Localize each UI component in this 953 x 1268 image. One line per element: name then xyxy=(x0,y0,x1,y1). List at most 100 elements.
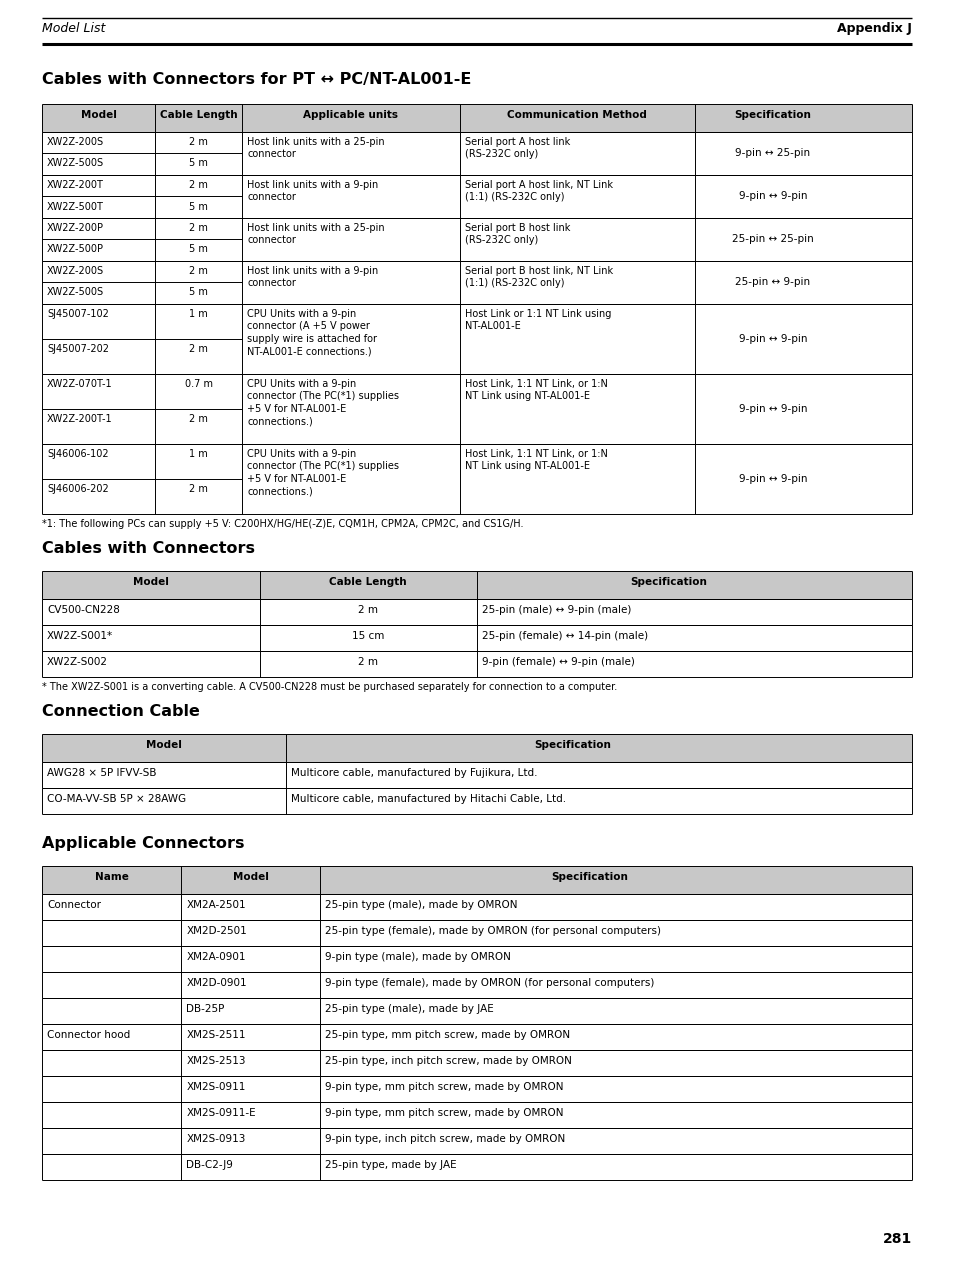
Text: *1: The following PCs can supply +5 V: C200HX/HG/HE(-Z)E, CQM1H, CPM2A, CPM2C, a: *1: The following PCs can supply +5 V: C… xyxy=(42,519,523,529)
Text: 25-pin type, made by JAE: 25-pin type, made by JAE xyxy=(325,1160,456,1170)
Text: Applicable Connectors: Applicable Connectors xyxy=(42,836,244,851)
Bar xyxy=(42,444,911,514)
Bar xyxy=(42,1025,911,1050)
Text: Serial port B host link
(RS-232C only): Serial port B host link (RS-232C only) xyxy=(464,223,569,246)
Bar xyxy=(42,1077,911,1102)
Text: Model: Model xyxy=(233,872,269,883)
Text: XW2Z-200S: XW2Z-200S xyxy=(47,266,104,276)
Text: 9-pin ↔ 9-pin: 9-pin ↔ 9-pin xyxy=(738,404,806,413)
Text: 5 m: 5 m xyxy=(189,288,208,298)
Bar xyxy=(42,973,911,998)
Text: Cable Length: Cable Length xyxy=(329,577,407,587)
Text: XM2S-0911: XM2S-0911 xyxy=(186,1082,245,1092)
Text: XM2A-0901: XM2A-0901 xyxy=(186,952,246,962)
Bar xyxy=(42,374,911,444)
Text: Serial port B host link, NT Link
(1:1) (RS-232C only): Serial port B host link, NT Link (1:1) (… xyxy=(464,266,612,288)
Text: Specification: Specification xyxy=(629,577,706,587)
Text: Serial port A host link, NT Link
(1:1) (RS-232C only): Serial port A host link, NT Link (1:1) (… xyxy=(464,180,612,203)
Text: Cables with Connectors: Cables with Connectors xyxy=(42,541,254,555)
Bar xyxy=(42,571,911,598)
Text: AWG28 × 5P IFVV-SB: AWG28 × 5P IFVV-SB xyxy=(47,768,156,779)
Text: Applicable units: Applicable units xyxy=(303,110,398,120)
Text: SJ45007-202: SJ45007-202 xyxy=(47,344,109,354)
Text: Multicore cable, manufactured by Fujikura, Ltd.: Multicore cable, manufactured by Fujikur… xyxy=(291,768,537,779)
Text: XW2Z-500S: XW2Z-500S xyxy=(47,158,104,169)
Text: Host Link, 1:1 NT Link, or 1:N
NT Link using NT-AL001-E: Host Link, 1:1 NT Link, or 1:N NT Link u… xyxy=(464,449,607,472)
Text: CV500-CN228: CV500-CN228 xyxy=(47,605,120,615)
Text: CPU Units with a 9-pin
connector (The PC(*1) supplies
+5 V for NT-AL001-E
connec: CPU Units with a 9-pin connector (The PC… xyxy=(247,379,398,426)
Text: Host link units with a 25-pin
connector: Host link units with a 25-pin connector xyxy=(247,137,384,160)
Text: Host link units with a 25-pin
connector: Host link units with a 25-pin connector xyxy=(247,223,384,246)
Bar xyxy=(42,894,911,921)
Text: XW2Z-070T-1: XW2Z-070T-1 xyxy=(47,379,112,389)
Text: Serial port A host link
(RS-232C only): Serial port A host link (RS-232C only) xyxy=(464,137,569,160)
Text: 15 cm: 15 cm xyxy=(352,631,384,642)
Bar xyxy=(42,304,911,374)
Text: XW2Z-S002: XW2Z-S002 xyxy=(47,657,108,667)
Text: Name: Name xyxy=(94,872,129,883)
Text: Model: Model xyxy=(132,577,169,587)
Text: XM2S-2511: XM2S-2511 xyxy=(186,1030,246,1040)
Text: 25-pin type (female), made by OMRON (for personal computers): 25-pin type (female), made by OMRON (for… xyxy=(325,926,660,936)
Text: 2 m: 2 m xyxy=(189,344,208,354)
Bar xyxy=(42,175,911,218)
Bar xyxy=(42,1102,911,1129)
Text: Multicore cable, manufactured by Hitachi Cable, Ltd.: Multicore cable, manufactured by Hitachi… xyxy=(291,794,565,804)
Text: XM2D-0901: XM2D-0901 xyxy=(186,978,247,988)
Text: 2 m: 2 m xyxy=(358,657,377,667)
Text: 2 m: 2 m xyxy=(189,223,208,233)
Text: 9-pin type, mm pitch screw, made by OMRON: 9-pin type, mm pitch screw, made by OMRO… xyxy=(325,1082,563,1092)
Text: 25-pin (male) ↔ 9-pin (male): 25-pin (male) ↔ 9-pin (male) xyxy=(481,605,631,615)
Text: XM2S-0913: XM2S-0913 xyxy=(186,1134,245,1144)
Bar xyxy=(42,734,911,762)
Text: 2 m: 2 m xyxy=(189,413,208,424)
Text: Host link units with a 9-pin
connector: Host link units with a 9-pin connector xyxy=(247,180,378,203)
Text: 9-pin ↔ 25-pin: 9-pin ↔ 25-pin xyxy=(735,148,809,158)
Bar xyxy=(42,787,911,814)
Text: 25-pin type, mm pitch screw, made by OMRON: 25-pin type, mm pitch screw, made by OMR… xyxy=(325,1030,570,1040)
Text: 0.7 m: 0.7 m xyxy=(185,379,213,389)
Bar xyxy=(42,1129,911,1154)
Text: DB-C2-J9: DB-C2-J9 xyxy=(186,1160,233,1170)
Text: 5 m: 5 m xyxy=(189,158,208,169)
Text: Appendix J: Appendix J xyxy=(836,22,911,36)
Text: 9-pin type (female), made by OMRON (for personal computers): 9-pin type (female), made by OMRON (for … xyxy=(325,978,654,988)
Text: XW2Z-200T: XW2Z-200T xyxy=(47,180,104,190)
Text: 2 m: 2 m xyxy=(189,180,208,190)
Text: 25-pin type (male), made by OMRON: 25-pin type (male), made by OMRON xyxy=(325,900,517,910)
Text: Connector hood: Connector hood xyxy=(47,1030,131,1040)
Text: 25-pin type (male), made by JAE: 25-pin type (male), made by JAE xyxy=(325,1004,494,1014)
Text: 9-pin ↔ 9-pin: 9-pin ↔ 9-pin xyxy=(738,191,806,202)
Text: Model List: Model List xyxy=(42,22,105,36)
Bar xyxy=(42,1154,911,1181)
Text: 1 m: 1 m xyxy=(189,309,208,320)
Text: 25-pin ↔ 9-pin: 25-pin ↔ 9-pin xyxy=(735,278,809,288)
Text: Communication Method: Communication Method xyxy=(507,110,646,120)
Text: 2 m: 2 m xyxy=(358,605,377,615)
Text: Specification: Specification xyxy=(534,741,611,749)
Bar xyxy=(42,946,911,973)
Text: 2 m: 2 m xyxy=(189,137,208,147)
Text: XM2S-2513: XM2S-2513 xyxy=(186,1056,246,1066)
Text: 9-pin type (male), made by OMRON: 9-pin type (male), made by OMRON xyxy=(325,952,511,962)
Text: 25-pin type, inch pitch screw, made by OMRON: 25-pin type, inch pitch screw, made by O… xyxy=(325,1056,572,1066)
Text: 9-pin type, mm pitch screw, made by OMRON: 9-pin type, mm pitch screw, made by OMRO… xyxy=(325,1108,563,1118)
Bar xyxy=(42,650,911,677)
Text: Host Link or 1:1 NT Link using
NT-AL001-E: Host Link or 1:1 NT Link using NT-AL001-… xyxy=(464,309,610,331)
Text: SJ45007-102: SJ45007-102 xyxy=(47,309,109,320)
Text: SJ46006-202: SJ46006-202 xyxy=(47,484,109,495)
Text: Cable Length: Cable Length xyxy=(159,110,237,120)
Bar xyxy=(42,598,911,625)
Bar xyxy=(42,104,911,132)
Text: Model: Model xyxy=(80,110,116,120)
Text: Connector: Connector xyxy=(47,900,101,910)
Text: XW2Z-S001*: XW2Z-S001* xyxy=(47,631,113,642)
Text: CO-MA-VV-SB 5P × 28AWG: CO-MA-VV-SB 5P × 28AWG xyxy=(47,794,186,804)
Text: Specification: Specification xyxy=(551,872,628,883)
Text: 25-pin ↔ 25-pin: 25-pin ↔ 25-pin xyxy=(731,235,813,245)
Text: * The XW2Z-S001 is a converting cable. A CV500-CN228 must be purchased separatel: * The XW2Z-S001 is a converting cable. A… xyxy=(42,682,617,692)
Text: 9-pin type, inch pitch screw, made by OMRON: 9-pin type, inch pitch screw, made by OM… xyxy=(325,1134,565,1144)
Text: 9-pin (female) ↔ 9-pin (male): 9-pin (female) ↔ 9-pin (male) xyxy=(481,657,634,667)
Text: 281: 281 xyxy=(882,1232,911,1246)
Text: CPU Units with a 9-pin
connector (The PC(*1) supplies
+5 V for NT-AL001-E
connec: CPU Units with a 9-pin connector (The PC… xyxy=(247,449,398,496)
